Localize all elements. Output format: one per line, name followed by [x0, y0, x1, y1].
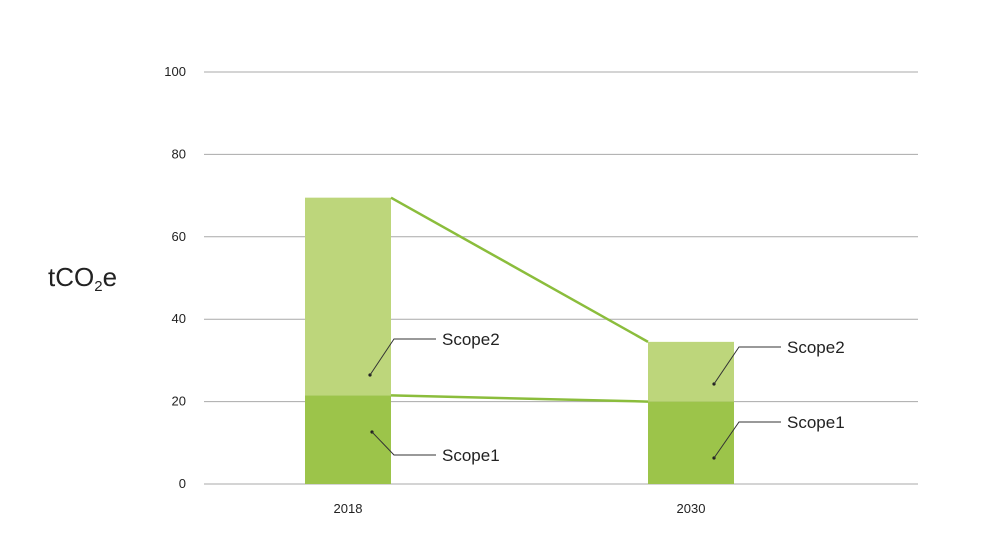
callout-scope2-2030-leader: [713, 346, 781, 385]
callout-scope2-2030-label: Scope2: [787, 338, 845, 357]
x-tick-label: 2018: [334, 501, 363, 516]
callout-scope1-2030-label: Scope1: [787, 413, 845, 432]
callout-scope1-2018-leader: [371, 431, 436, 456]
bar-scope2: [648, 341, 734, 402]
bar-scope2: [305, 197, 391, 396]
scope1-connector-line: [390, 394, 649, 403]
y-axis-label: tCO2e: [48, 262, 118, 295]
total-connector-line: [390, 196, 649, 343]
callout-scope1-2018-label: Scope1: [442, 446, 500, 465]
x-tick-label: 2030: [677, 501, 706, 516]
y-tick-label: 0: [179, 476, 186, 491]
y-tick-label: 40: [172, 311, 186, 326]
y-tick-label: 80: [172, 146, 186, 161]
y-tick-label: 100: [164, 64, 186, 79]
bar-scope1: [305, 395, 391, 484]
callout-scope2-2018-label: Scope2: [442, 330, 500, 349]
callout-scope1-2030-leader: [713, 421, 781, 459]
callout-scope2-2018-leader: [369, 338, 436, 376]
y-tick-label: 20: [172, 394, 186, 409]
y-tick-label: 60: [172, 229, 186, 244]
bar-scope1: [648, 401, 734, 484]
